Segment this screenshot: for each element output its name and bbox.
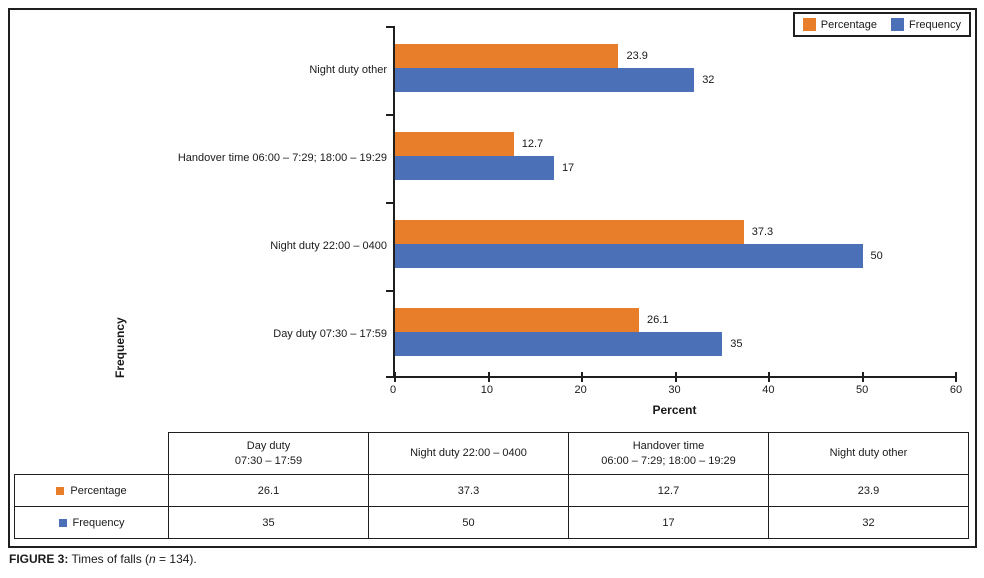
table-value-cell: 37.3 xyxy=(368,474,569,507)
table-column-header: Night duty other xyxy=(768,432,969,475)
table-value-cell: 17 xyxy=(568,506,769,539)
x-axis-tick-label: 40 xyxy=(762,384,775,396)
caption-label: FIGURE 3: xyxy=(9,552,69,566)
x-axis-tick xyxy=(861,372,864,382)
x-axis-tick xyxy=(581,372,583,382)
frequency-swatch-icon xyxy=(891,18,905,31)
table-row-label: Frequency xyxy=(14,506,169,539)
row-label-text: Frequency xyxy=(72,516,125,529)
x-axis-tick-label: 30 xyxy=(668,384,681,396)
figure-border: Percentage Frequency Frequency Night dut… xyxy=(8,8,977,548)
x-axis-tick-labels: 0 10 20 30 40 50 60 xyxy=(389,384,962,398)
frequency-bar xyxy=(395,244,863,268)
bar-value-label: 17 xyxy=(561,162,575,174)
legend-label: Frequency xyxy=(909,18,961,31)
percentage-swatch-icon xyxy=(802,18,816,31)
x-axis-tick xyxy=(955,372,957,382)
x-axis-tick-label: 60 xyxy=(949,384,963,396)
legend-item-frequency: Frequency xyxy=(891,18,961,31)
percentage-bar xyxy=(395,220,744,244)
data-table: Day duty 07:30 – 17:59 Night duty 22:00 – … xyxy=(14,432,969,539)
bar-value-label: 26.1 xyxy=(647,314,669,326)
frequency-swatch-icon xyxy=(58,518,67,527)
y-axis-tick xyxy=(386,202,393,204)
table-value-cell: 50 xyxy=(368,506,569,539)
caption-text: Times of falls ( xyxy=(68,552,150,566)
table-column-header: Day duty 07:30 – 17:59 xyxy=(168,432,369,475)
y-axis-tick xyxy=(386,114,393,116)
percentage-bar xyxy=(395,132,514,156)
table-corner-cell xyxy=(15,433,169,475)
bar-value-label: 37.3 xyxy=(751,226,774,238)
table-value-cell: 35 xyxy=(168,506,369,539)
x-axis-tick-label: 50 xyxy=(856,384,869,396)
category-label: Handover time 06:00 – 7:29; 18:00 – 19:2… xyxy=(177,152,387,164)
table-row: Frequency 35 50 17 32 xyxy=(14,506,969,539)
frequency-bar xyxy=(395,332,723,356)
table-value-cell: 26.1 xyxy=(168,474,369,507)
table-value-cell: 23.9 xyxy=(768,474,969,507)
x-axis-tick-label: 20 xyxy=(574,384,587,396)
bar-value-label: 35 xyxy=(730,338,743,350)
table-row: Percentage 26.1 37.3 12.7 23.9 xyxy=(14,474,969,507)
x-axis-tick-label: 0 xyxy=(389,384,397,396)
row-label-text: Percentage xyxy=(70,484,127,497)
x-axis-tick xyxy=(768,372,770,382)
category-axis-labels: Night duty other Handover time 06:00 – 7:… xyxy=(16,26,387,378)
category-bar-group: 12.7 17 xyxy=(395,114,956,202)
category-bar-group: 37.3 50 xyxy=(395,202,956,290)
table-value-cell: 12.7 xyxy=(568,474,769,507)
table-column-header: Night duty 22:00 – 0400 xyxy=(368,432,569,475)
legend-label: Percentage xyxy=(820,18,878,31)
frequency-bar xyxy=(395,68,695,92)
category-bar-group: 26.1 35 xyxy=(395,290,956,378)
frequency-bar xyxy=(395,156,554,180)
category-bar-group: 23.9 32 xyxy=(395,26,956,114)
percentage-swatch-icon xyxy=(56,486,65,495)
legend-item-percentage: Percentage xyxy=(802,18,878,31)
y-axis-tick xyxy=(386,376,393,378)
bar-value-label: 23.9 xyxy=(626,50,648,62)
bar-value-label: 12.7 xyxy=(521,138,544,150)
x-axis-tick xyxy=(394,372,396,382)
y-axis-tick xyxy=(386,26,393,28)
bar-value-label: 32 xyxy=(702,74,715,86)
category-label: Day duty 07:30 – 17:59 xyxy=(273,328,387,340)
percentage-bar xyxy=(395,44,619,68)
category-label: Night duty other xyxy=(309,64,387,76)
table-value-cell: 32 xyxy=(768,506,969,539)
bar-value-label: 50 xyxy=(870,250,883,262)
chart-legend: Percentage Frequency xyxy=(792,12,971,37)
plot-area: 23.9 32 12.7 17 37.3 50 26.1 35 xyxy=(386,26,957,382)
x-axis-title: Percent xyxy=(652,403,697,417)
caption-n-symbol: n xyxy=(149,552,156,566)
table-column-header: Handover time 06:00 – 7:29; 18:00 – 19:29 xyxy=(568,432,769,475)
table-row-label: Percentage xyxy=(14,474,169,507)
caption-text: = 134). xyxy=(155,552,197,566)
x-axis-tick-label: 10 xyxy=(480,384,493,396)
percentage-bar xyxy=(395,308,640,332)
x-axis-tick xyxy=(674,372,677,382)
figure-caption: FIGURE 3: Times of falls (n = 134). xyxy=(9,552,197,566)
category-label: Night duty 22:00 – 0400 xyxy=(270,240,387,252)
x-axis-tick xyxy=(487,372,490,382)
y-axis-tick xyxy=(386,290,393,292)
